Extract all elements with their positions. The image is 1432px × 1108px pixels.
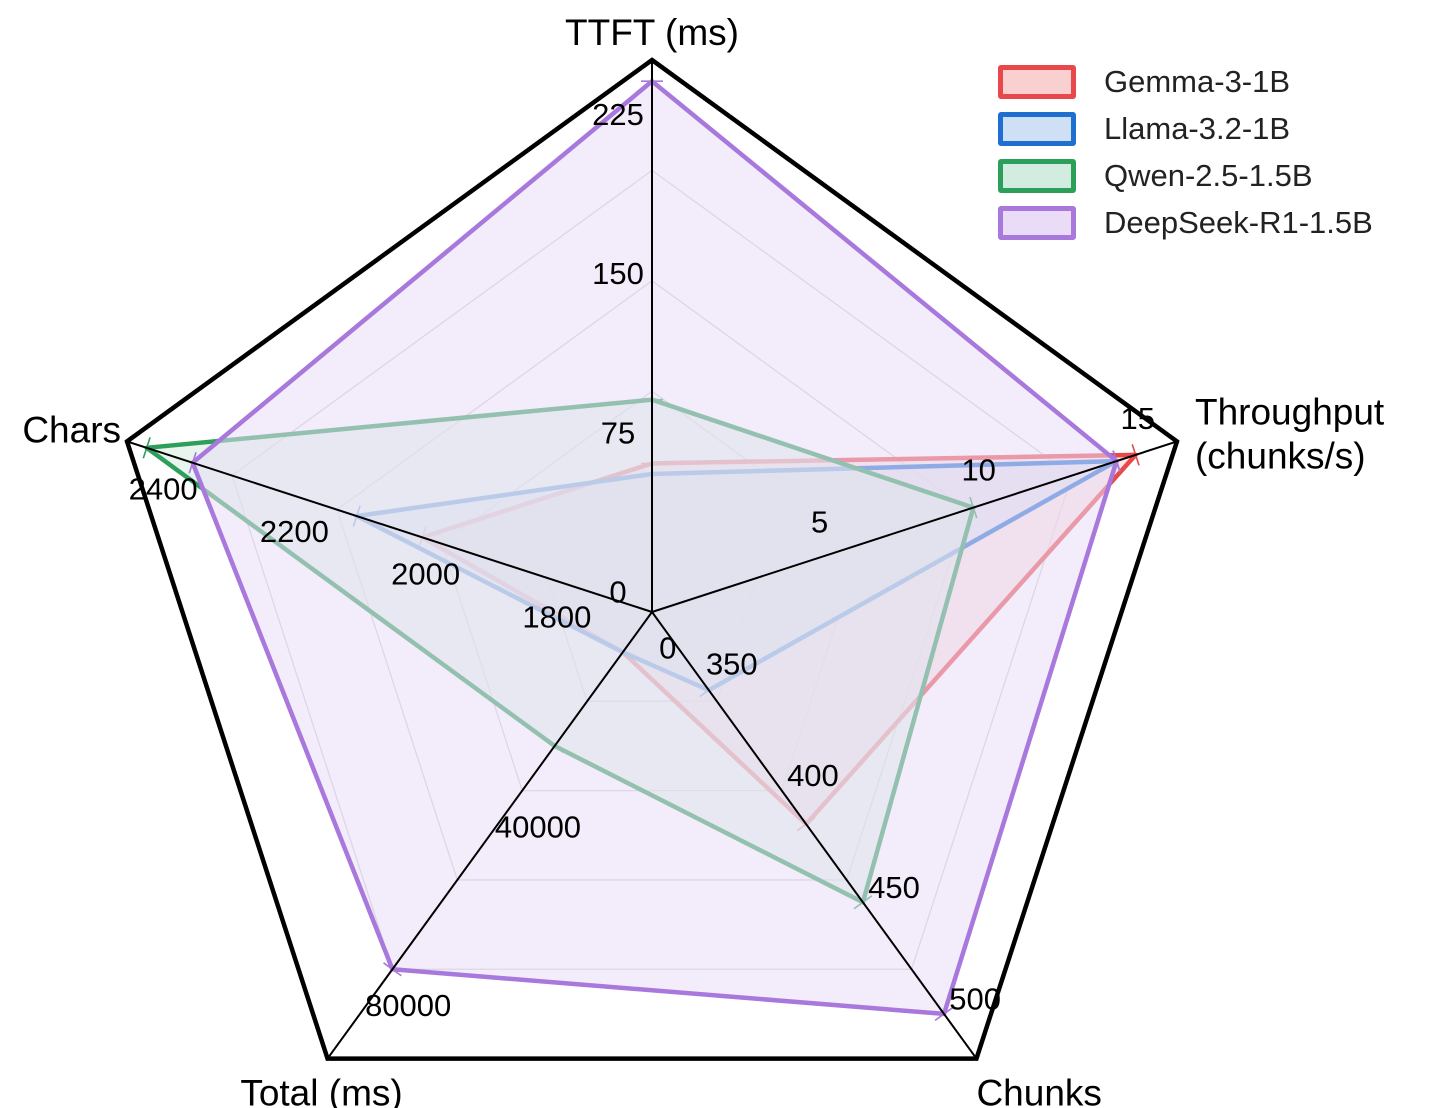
tick-label-ttft-ms-150: 150 [592,256,644,291]
axis-label-line: TTFT (ms) [565,12,739,53]
legend-label: Qwen-2.5-1.5B [1104,157,1313,193]
legend-swatch [998,158,1076,193]
series-layer [142,78,1140,1022]
tick-label-chunks-350: 350 [706,647,758,682]
axis-label-throughput-chunks-s: Throughput (chunks/s) [1195,391,1385,476]
tick-label-throughput-chunks-s-10: 10 [961,453,995,488]
axis-label-line: Throughput [1195,391,1385,432]
legend-item-gemma-3-1b: Gemma-3-1B [998,58,1373,105]
legend-label: Gemma-3-1B [1104,63,1291,99]
axis-spoke-throughput-chunks-s [651,440,1178,613]
series-deepseek-r1-1-5b [190,78,1119,1017]
tick-label-chunks-400: 400 [787,758,839,793]
legend-swatch [998,111,1076,146]
tick-label-total-ms-40000: 40000 [495,809,581,844]
axis-label-line: Total (ms) [240,1072,402,1108]
tick-label-ttft-ms-75: 75 [601,415,635,450]
legend-swatch [998,205,1076,240]
legend: Gemma-3-1B Llama-3.2-1B Qwen-2.5-1.5B DeepS… [998,58,1373,246]
tick-label-total-ms-80000: 80000 [365,988,451,1023]
legend-item-deepseek-r1-1-5b: DeepSeek-R1-1.5B [998,199,1373,246]
legend-item-qwen-2-5-1-5b: Qwen-2.5-1.5B [998,152,1373,199]
tick-label-chars-2400: 2400 [129,471,198,506]
tick-label-chars-2200: 2200 [260,514,329,549]
axis-label-line: (chunks/s) [1195,435,1366,476]
legend-swatch [998,64,1076,99]
axis-spoke-chunks [651,611,978,1060]
tick-label-throughput-chunks-s-5: 5 [811,504,828,539]
axis-label-chars: Chars [22,409,121,450]
legend-label: DeepSeek-R1-1.5B [1104,204,1373,240]
axis-label-line: Chars [22,409,121,450]
tick-labels: 0 75 150 225 5 10 15 350 400 450 500 0 40000 80000 180… [129,97,1155,1023]
tick-label-chunks-450: 450 [868,870,920,905]
tick-label-chars-2000: 2000 [391,557,460,592]
axis-label-total-ms: Total (ms) [240,1072,402,1108]
axis-label-line: Chunks [976,1072,1101,1108]
axis-spoke-total-ms [326,611,653,1060]
tick-label-ttft-ms-225: 225 [592,97,644,132]
axis-spoke-chars [126,440,653,613]
axis-spokes [126,60,1178,1060]
frame-polygon [124,57,1180,1061]
outer-frame [124,57,1180,1061]
axis-label-chunks: Chunks [976,1072,1101,1108]
tick-label-total-ms-0: 0 [659,631,676,666]
axis-labels: TTFT (ms) Throughput (chunks/s) Chunks Total… [22,12,1385,1108]
axis-label-ttft-ms: TTFT (ms) [565,12,739,53]
legend-label: Llama-3.2-1B [1104,110,1291,146]
legend-item-llama-3-2-1b: Llama-3.2-1B [998,105,1373,152]
tick-label-chars-1800: 1800 [522,599,591,634]
tick-label-chunks-500: 500 [949,981,1001,1016]
tick-label-ttft-ms-0: 0 [609,575,626,610]
tick-label-throughput-chunks-s-15: 15 [1121,401,1155,436]
